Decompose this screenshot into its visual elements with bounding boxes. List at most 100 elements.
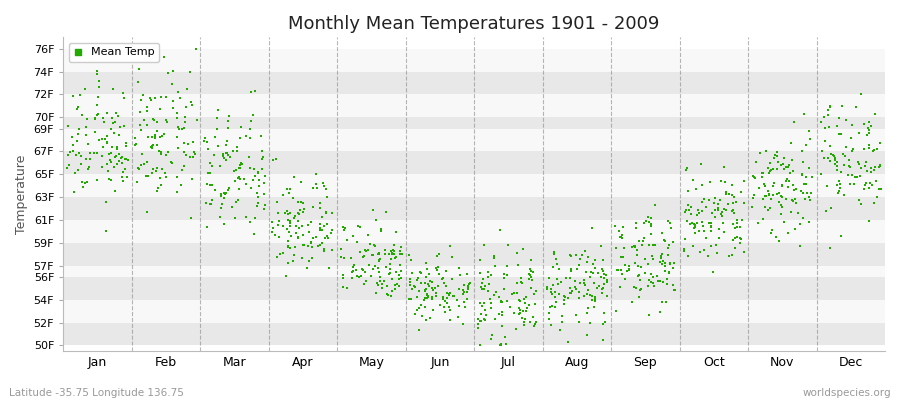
Point: [824, 103, 838, 110]
Legend: Mean Temp: Mean Temp: [68, 43, 159, 62]
Point: [666, 239, 680, 245]
Point: [770, 159, 785, 166]
Point: [442, 291, 456, 297]
Point: [588, 256, 602, 263]
Point: [682, 207, 697, 213]
Point: [799, 173, 814, 180]
Point: [303, 218, 318, 225]
Point: [653, 259, 668, 266]
Point: [717, 229, 732, 235]
Point: [442, 304, 456, 310]
Point: [281, 238, 295, 245]
Point: [616, 224, 630, 230]
Point: [97, 119, 112, 125]
Point: [787, 119, 801, 126]
Point: [770, 149, 785, 156]
Point: [638, 256, 652, 262]
Point: [839, 117, 853, 124]
Point: [309, 170, 323, 177]
Point: [202, 160, 217, 166]
Point: [861, 125, 876, 131]
Point: [572, 262, 587, 268]
Point: [832, 178, 846, 184]
Point: [715, 209, 729, 215]
Point: [588, 296, 602, 302]
Point: [719, 191, 733, 198]
Point: [373, 255, 387, 262]
Point: [489, 288, 503, 295]
Point: [117, 95, 131, 102]
Point: [234, 160, 248, 167]
Point: [850, 159, 865, 165]
Point: [146, 166, 160, 172]
Point: [529, 318, 544, 325]
Point: [375, 281, 390, 287]
Point: [77, 86, 92, 92]
Point: [550, 281, 564, 288]
Point: [79, 132, 94, 138]
Point: [517, 296, 531, 302]
Point: [283, 223, 297, 229]
Point: [207, 152, 221, 159]
Point: [159, 174, 174, 180]
Point: [171, 88, 185, 95]
Point: [481, 288, 495, 295]
Point: [692, 210, 706, 216]
Point: [722, 190, 736, 197]
Point: [437, 297, 452, 304]
Point: [748, 174, 762, 181]
Point: [365, 266, 380, 272]
Point: [179, 152, 194, 158]
Point: [190, 116, 204, 123]
Point: [733, 223, 747, 230]
Point: [393, 268, 408, 275]
Point: [832, 130, 846, 137]
Point: [779, 163, 794, 170]
Point: [866, 147, 880, 154]
Point: [526, 291, 541, 297]
Point: [802, 218, 816, 225]
Point: [795, 148, 809, 155]
Point: [726, 194, 741, 200]
Point: [599, 279, 614, 285]
Point: [319, 186, 333, 192]
Point: [96, 144, 111, 150]
Point: [500, 262, 515, 269]
Point: [281, 244, 295, 250]
Point: [160, 148, 175, 155]
Point: [831, 190, 845, 196]
Point: [292, 211, 307, 218]
Point: [432, 251, 446, 257]
Point: [850, 174, 864, 180]
Point: [269, 156, 284, 162]
Point: [271, 210, 285, 216]
Point: [572, 295, 586, 301]
Point: [706, 268, 720, 275]
Point: [446, 254, 460, 260]
Point: [722, 253, 736, 259]
Point: [761, 191, 776, 198]
Point: [286, 195, 301, 202]
Point: [119, 156, 133, 162]
Point: [220, 125, 235, 132]
Point: [248, 172, 262, 179]
Point: [768, 152, 782, 158]
Point: [372, 258, 386, 264]
Point: [680, 202, 695, 208]
Point: [745, 172, 760, 179]
Point: [494, 299, 508, 305]
Point: [356, 254, 370, 260]
Point: [815, 148, 830, 154]
Point: [684, 204, 698, 210]
Point: [223, 154, 238, 160]
Point: [523, 319, 537, 326]
Point: [686, 176, 700, 183]
Point: [518, 316, 532, 322]
Point: [337, 275, 351, 281]
Point: [707, 194, 722, 201]
Point: [211, 107, 225, 113]
Point: [378, 251, 392, 258]
Point: [518, 294, 533, 300]
Text: worldspecies.org: worldspecies.org: [803, 388, 891, 398]
Point: [83, 150, 97, 156]
